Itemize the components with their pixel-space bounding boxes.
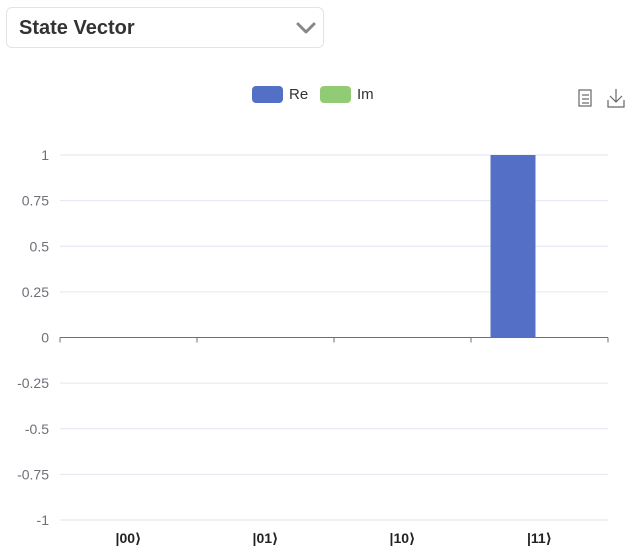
legend-swatch-im: [320, 86, 351, 103]
legend: Re Im: [252, 86, 374, 103]
y-tick-label: 0.75: [22, 193, 49, 209]
view-selector[interactable]: State Vector: [6, 7, 324, 48]
y-tick-label: 0.25: [22, 284, 49, 300]
legend-label-re: Re: [289, 86, 308, 103]
y-tick-label: 0.5: [30, 238, 50, 254]
x-tick-label: |10⟩: [390, 530, 416, 546]
x-tick-label: |11⟩: [527, 530, 552, 546]
y-tick-label: -0.75: [17, 466, 49, 482]
x-tick-label: |00⟩: [116, 530, 142, 546]
chevron-down-icon: [296, 22, 316, 34]
y-tick-label: -1: [37, 512, 50, 528]
legend-item-im[interactable]: Im: [320, 86, 374, 103]
grid-lines: [60, 154, 608, 521]
x-axis: [59, 337, 609, 343]
data-view-icon[interactable]: [578, 86, 594, 108]
y-tick-label: -0.25: [17, 375, 49, 391]
legend-label-im: Im: [357, 86, 374, 103]
y-axis-labels: 1 0.75 0.5 0.25 0 -0.25 -0.5 -0.75 -1: [17, 147, 49, 528]
y-tick-label: 0: [41, 330, 49, 346]
x-axis-labels: |00⟩ |01⟩ |10⟩ |11⟩: [116, 530, 553, 546]
selector-value: State Vector: [19, 17, 135, 39]
download-icon[interactable]: [606, 86, 626, 108]
y-tick-label: -0.5: [25, 421, 49, 437]
bar-re-3[interactable]: [490, 155, 536, 338]
x-tick-label: |01⟩: [253, 530, 279, 546]
y-tick-label: 1: [41, 147, 49, 163]
bars: [490, 155, 536, 338]
legend-item-re[interactable]: Re: [252, 86, 308, 103]
legend-swatch-re: [252, 86, 283, 103]
